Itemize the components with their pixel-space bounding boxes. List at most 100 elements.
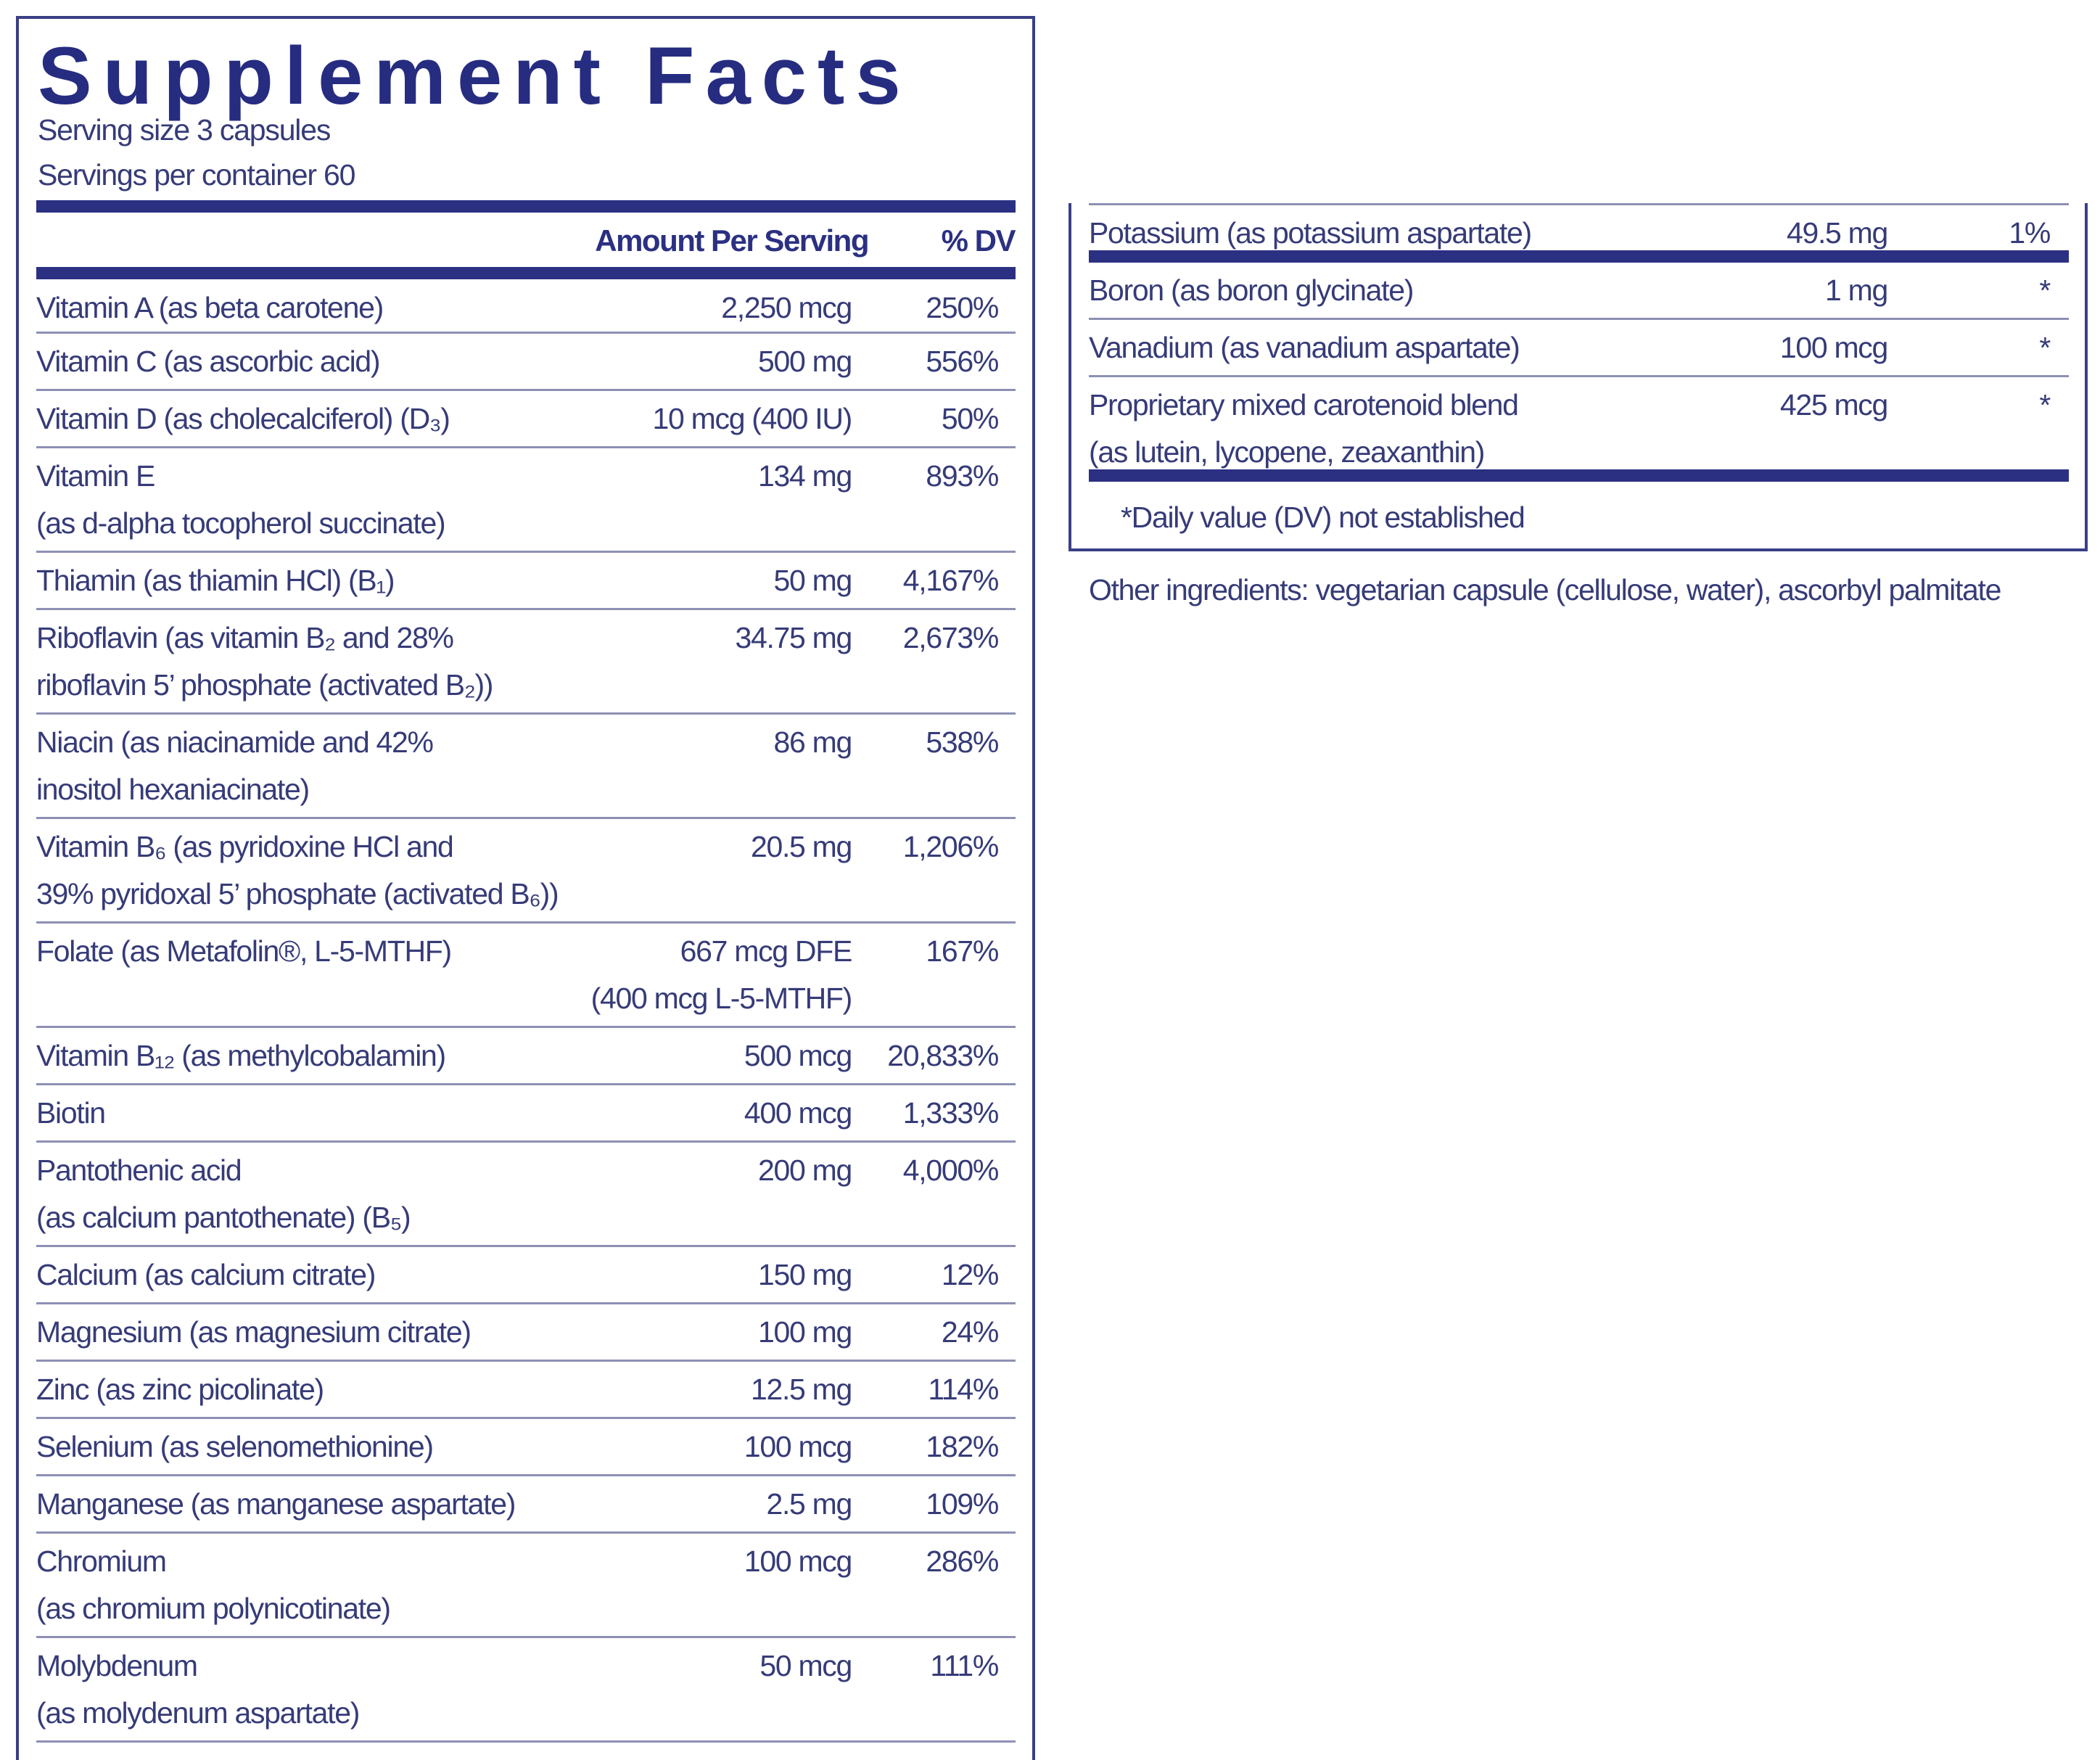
nutrient-name-line: Vitamin C (as ascorbic acid) — [36, 345, 381, 378]
nutrient-name: Thiamin (as thiamin HCl) (B₁) — [36, 557, 395, 604]
dv-header: % DV — [941, 223, 1016, 258]
amount-per-serving: 500 mcg — [744, 1032, 852, 1080]
thick-divider — [36, 267, 1016, 279]
amount-line: 2,250 mcg — [721, 291, 852, 324]
table-row: Vitamin B₁₂ (as methylcobalamin) 500 mcg 2… — [36, 1028, 1016, 1085]
daily-value: 20,833% — [887, 1039, 999, 1072]
table-row: Vitamin E (as d-alpha tocopherol succinat… — [36, 448, 1016, 553]
daily-value: 556% — [926, 345, 999, 378]
amount-line: 500 mcg — [744, 1039, 852, 1072]
nutrient-name-line: Folate (as Metafolin®, L-5-MTHF) — [36, 934, 452, 968]
amount-line: 34.75 mg — [735, 621, 852, 654]
daily-value: 111% — [930, 1649, 999, 1682]
amount-line: 425 mcg — [1779, 388, 1888, 422]
daily-value: 24% — [941, 1315, 999, 1349]
amount-line: 50 mcg — [759, 1649, 852, 1682]
amount-per-serving: 49.5 mg — [1787, 210, 1888, 257]
nutrient-name-line: 39% pyridoxal 5’ phosphate (activated B₆… — [36, 877, 559, 910]
amount-per-serving: 100 mcg — [744, 1423, 852, 1471]
table-row: Manganese (as manganese aspartate) 2.5 mg… — [36, 1476, 1016, 1534]
nutrient-name: Molybdenum (as molydenum aspartate) — [36, 1642, 360, 1737]
nutrient-name: Selenium (as selenomethionine) — [36, 1423, 434, 1471]
nutrient-name-line: (as molydenum aspartate) — [36, 1696, 360, 1730]
amount-per-serving: 2.5 mg — [766, 1481, 852, 1528]
nutrient-name-line: Vitamin B₆ (as pyridoxine HCl and — [36, 830, 454, 863]
nutrient-name-line: Boron (as boron glycinate) — [1089, 274, 1414, 307]
amount-per-serving: 50 mcg — [759, 1642, 852, 1690]
daily-value: 182% — [926, 1430, 999, 1463]
nutrient-name: Magnesium (as magnesium citrate) — [36, 1309, 472, 1356]
table-row: Chromium (as chromium polynicotinate) 100 … — [36, 1534, 1016, 1638]
nutrient-name: Vitamin A (as beta carotene) — [36, 284, 384, 332]
nutrient-name-line: Vitamin D (as cholecalciferol) (D₃) — [36, 402, 450, 435]
table-row: Zinc (as zinc picolinate) 12.5 mg 114% — [36, 1362, 1016, 1419]
nutrient-name: Niacin (as niacinamide and 42% inositol h… — [36, 719, 434, 813]
nutrient-name-line: riboflavin 5’ phosphate (activated B₂)) — [36, 668, 493, 702]
amount-per-serving: 10 mcg (400 IU) — [652, 395, 853, 443]
table-row: Potassium (as potassium aspartate) 49.5 m… — [1089, 205, 2069, 263]
nutrient-name-line: Vitamin B₁₂ (as methylcobalamin) — [36, 1039, 446, 1072]
panel-title: Supplement Facts — [38, 30, 912, 121]
nutrient-name-line: Vanadium (as vanadium aspartate) — [1089, 331, 1520, 364]
nutrient-name: Boron (as boron glycinate) — [1089, 267, 1414, 314]
amount-line: 100 mcg — [744, 1545, 852, 1578]
daily-value: * — [2039, 388, 2051, 422]
nutrient-name: Pantothenic acid (as calcium pantothenate… — [36, 1147, 411, 1241]
amount-line: 100 mg — [758, 1315, 852, 1349]
thick-divider — [36, 200, 1016, 213]
nutrient-name-line: Manganese (as manganese aspartate) — [36, 1487, 516, 1521]
daily-value: 4,167% — [902, 564, 1000, 597]
amount-line: 50 mg — [773, 564, 853, 597]
amount-line: 134 mg — [758, 459, 852, 493]
table-row: Folate (as Metafolin®, L-5-MTHF) 667 mcg … — [36, 924, 1016, 1028]
nutrient-name: Biotin — [36, 1090, 106, 1137]
daily-value: * — [2039, 331, 2051, 364]
table-row: Vitamin B₆ (as pyridoxine HCl and 39% pyr… — [36, 819, 1016, 924]
daily-value: 250% — [926, 291, 999, 324]
nutrient-name-line: Potassium (as potassium aspartate) — [1089, 216, 1532, 250]
daily-value: 50% — [941, 402, 999, 435]
amount-per-serving: 200 mg — [758, 1147, 852, 1194]
nutrient-name-line: Riboflavin (as vitamin B₂ and 28% — [36, 621, 454, 654]
nutrient-name-line: inositol hexaniacinate) — [36, 773, 310, 806]
nutrient-name-line: (as lutein, lycopene, zeaxanthin) — [1089, 435, 1485, 469]
nutrient-name: Vanadium (as vanadium aspartate) — [1089, 324, 1520, 371]
nutrient-name: Folate (as Metafolin®, L-5-MTHF) — [36, 928, 452, 975]
table-row: Vitamin A (as beta carotene) 2,250 mcg 250… — [36, 280, 1016, 334]
amount-line: 10 mcg (400 IU) — [652, 402, 853, 435]
daily-value: 1% — [2009, 216, 2051, 250]
serving-size: Serving size 3 capsules — [38, 113, 331, 147]
amount-per-serving: 1 mg — [1825, 267, 1888, 314]
amount-line: 400 mcg — [744, 1096, 852, 1130]
amount-line: 100 mcg — [1779, 331, 1888, 364]
nutrient-table: Vitamin A (as beta carotene) 2,250 mcg 250… — [36, 280, 1016, 1743]
table-row: Boron (as boron glycinate) 1 mg * — [1089, 263, 2069, 320]
table-row: Calcium (as calcium citrate) 150 mg 12% — [36, 1247, 1016, 1304]
table-row: Proprietary mixed carotenoid blend (as lu… — [1089, 377, 2069, 482]
amount-line: 20.5 mg — [750, 830, 852, 863]
amount-line: 150 mg — [758, 1258, 852, 1291]
daily-value: 109% — [926, 1487, 999, 1521]
nutrient-name: Vitamin D (as cholecalciferol) (D₃) — [36, 395, 450, 443]
supplement-facts-continued-panel: Potassium (as potassium aspartate) 49.5 m… — [1068, 203, 2088, 551]
table-row: Biotin 400 mcg 1,333% — [36, 1085, 1016, 1143]
nutrient-name-line: (as d-alpha tocopherol succinate) — [36, 506, 446, 540]
amount-per-serving: 86 mg — [774, 719, 853, 766]
nutrient-name-line: Thiamin (as thiamin HCl) (B₁) — [36, 564, 395, 597]
amount-per-serving: 12.5 mg — [751, 1366, 852, 1413]
daily-value: 2,673% — [902, 621, 1000, 654]
amount-per-serving: 34.75 mg — [735, 614, 852, 662]
table-row: Thiamin (as thiamin HCl) (B₁) 50 mg 4,167% — [36, 553, 1016, 610]
servings-per-container: Servings per container 60 — [38, 158, 355, 192]
nutrient-name: Vitamin C (as ascorbic acid) — [36, 338, 381, 385]
amount-per-serving: 20.5 mg — [751, 823, 852, 871]
nutrient-name: Riboflavin (as vitamin B₂ and 28% ribofla… — [36, 614, 493, 709]
daily-value: 12% — [941, 1258, 999, 1291]
daily-value: 538% — [926, 725, 999, 759]
table-row: Pantothenic acid (as calcium pantothenate… — [36, 1143, 1016, 1247]
amount-per-serving: 400 mcg — [744, 1090, 852, 1137]
daily-value: * — [2039, 274, 2051, 307]
nutrient-name: Potassium (as potassium aspartate) — [1089, 210, 1532, 257]
daily-value: 286% — [926, 1545, 999, 1578]
amount-per-serving: 50 mg — [773, 557, 853, 604]
